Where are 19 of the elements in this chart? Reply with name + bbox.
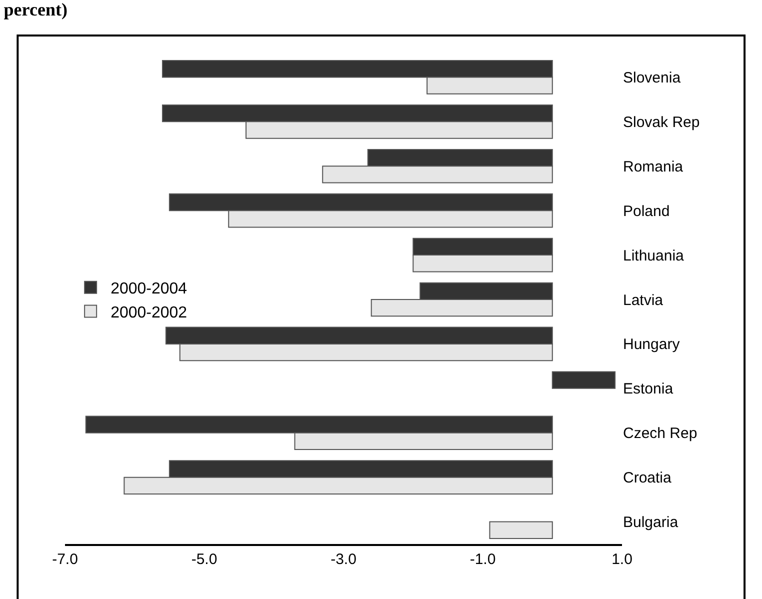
x-tick-label: -5.0 <box>191 551 218 568</box>
x-tick-label: -3.0 <box>330 551 356 568</box>
x-tick-label: -7.0 <box>52 551 78 568</box>
y-tick-label: Lithuania <box>623 247 685 264</box>
y-tick-label: Croatia <box>623 470 672 487</box>
legend-label: 2000-2004 <box>110 280 188 298</box>
y-tick-label: Bulgaria <box>623 514 679 532</box>
y-tick-label: Slovak Rep <box>623 114 700 131</box>
y-tick-label: Czech Rep <box>623 425 698 442</box>
chart-title: percent) <box>4 0 68 20</box>
x-tick-label: 1.0 <box>612 551 632 568</box>
y-tick-label: Romania <box>623 158 684 176</box>
y-tick-label: Poland <box>623 202 670 220</box>
y-tick-label: Latvia <box>623 292 664 309</box>
y-tick-label: Estonia <box>623 380 674 398</box>
legend-label: 2000-2002 <box>110 304 188 322</box>
x-tick-label: -1.0 <box>470 551 496 568</box>
y-tick-label: Slovenia <box>623 69 682 86</box>
y-tick-label: Hungary <box>623 336 680 354</box>
